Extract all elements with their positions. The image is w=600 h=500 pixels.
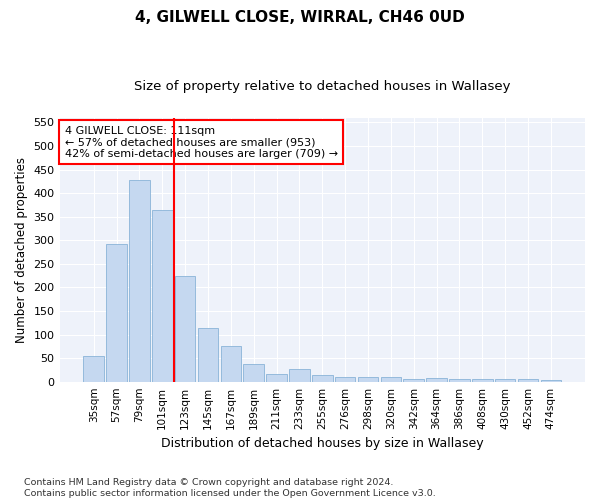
Bar (106, 244, 127, 382)
Bar (495, 380, 515, 382)
Bar (175, 276, 196, 382)
Text: 4 GILWELL CLOSE: 111sqm
← 57% of detached houses are smaller (953)
42% of semi-d: 4 GILWELL CLOSE: 111sqm ← 57% of detache… (65, 126, 338, 159)
Bar (380, 377, 401, 382)
Bar (449, 379, 470, 382)
Bar (312, 374, 332, 382)
Bar (289, 369, 310, 382)
X-axis label: Distribution of detached houses by size in Wallasey: Distribution of detached houses by size … (161, 437, 484, 450)
Bar (266, 374, 287, 382)
Bar (358, 377, 378, 382)
Title: Size of property relative to detached houses in Wallasey: Size of property relative to detached ho… (134, 80, 511, 93)
Text: 4, GILWELL CLOSE, WIRRAL, CH46 0UD: 4, GILWELL CLOSE, WIRRAL, CH46 0UD (135, 10, 465, 25)
Bar (244, 364, 264, 382)
Text: Contains HM Land Registry data © Crown copyright and database right 2024.
Contai: Contains HM Land Registry data © Crown c… (24, 478, 436, 498)
Bar (198, 328, 218, 382)
Bar (403, 379, 424, 382)
Bar (152, 210, 173, 382)
Bar (426, 378, 447, 382)
Bar (129, 180, 150, 382)
Y-axis label: Number of detached properties: Number of detached properties (15, 156, 28, 342)
Bar (221, 346, 241, 382)
Bar (335, 377, 355, 382)
Bar (83, 356, 104, 382)
Bar (472, 379, 493, 382)
Bar (541, 380, 561, 382)
Bar (518, 380, 538, 382)
